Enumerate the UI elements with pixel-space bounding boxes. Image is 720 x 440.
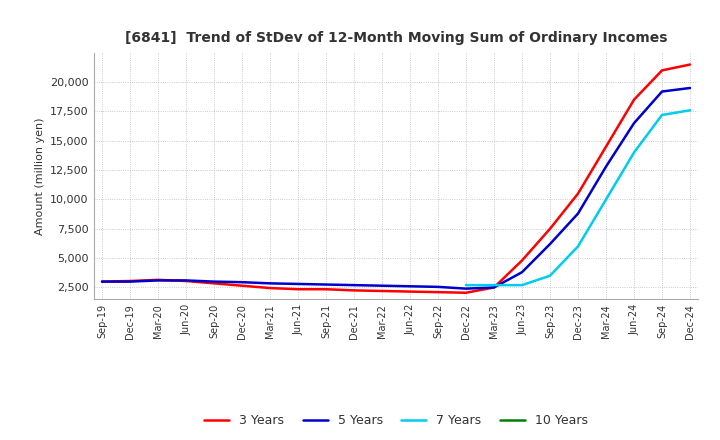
3 Years <box>153 277 162 282</box>
3 Years <box>181 279 190 284</box>
5 Years <box>574 211 582 216</box>
3 Years <box>322 286 330 292</box>
3 Years <box>518 258 526 263</box>
5 Years <box>630 121 639 126</box>
7 Years <box>685 108 694 113</box>
7 Years <box>546 273 554 279</box>
5 Years <box>405 284 414 289</box>
5 Years <box>657 89 666 94</box>
5 Years <box>98 279 107 284</box>
Title: [6841]  Trend of StDev of 12-Month Moving Sum of Ordinary Incomes: [6841] Trend of StDev of 12-Month Moving… <box>125 31 667 45</box>
3 Years <box>378 288 387 293</box>
5 Years <box>266 281 274 286</box>
5 Years <box>153 278 162 283</box>
5 Years <box>462 286 470 291</box>
3 Years <box>546 226 554 231</box>
3 Years <box>602 144 611 149</box>
5 Years <box>378 283 387 288</box>
3 Years <box>210 281 218 286</box>
3 Years <box>490 285 498 290</box>
3 Years <box>98 279 107 284</box>
3 Years <box>266 286 274 291</box>
5 Years <box>546 242 554 247</box>
5 Years <box>350 282 359 288</box>
3 Years <box>433 290 442 295</box>
3 Years <box>462 290 470 295</box>
Line: 7 Years: 7 Years <box>466 110 690 285</box>
Y-axis label: Amount (million yen): Amount (million yen) <box>35 117 45 235</box>
3 Years <box>294 286 302 292</box>
7 Years <box>518 282 526 288</box>
3 Years <box>350 288 359 293</box>
Legend: 3 Years, 5 Years, 7 Years, 10 Years: 3 Years, 5 Years, 7 Years, 10 Years <box>199 409 593 432</box>
5 Years <box>294 281 302 286</box>
7 Years <box>490 282 498 288</box>
5 Years <box>210 279 218 284</box>
3 Years <box>574 191 582 196</box>
7 Years <box>630 150 639 155</box>
5 Years <box>490 285 498 290</box>
5 Years <box>126 279 135 284</box>
7 Years <box>574 244 582 249</box>
3 Years <box>685 62 694 67</box>
3 Years <box>630 97 639 103</box>
5 Years <box>238 279 246 285</box>
3 Years <box>405 289 414 294</box>
5 Years <box>602 164 611 169</box>
7 Years <box>657 112 666 117</box>
3 Years <box>657 68 666 73</box>
7 Years <box>602 197 611 202</box>
5 Years <box>685 85 694 91</box>
Line: 3 Years: 3 Years <box>102 65 690 293</box>
3 Years <box>238 283 246 288</box>
7 Years <box>462 282 470 288</box>
5 Years <box>433 284 442 290</box>
5 Years <box>181 278 190 283</box>
5 Years <box>518 270 526 275</box>
Line: 5 Years: 5 Years <box>102 88 690 289</box>
5 Years <box>322 282 330 287</box>
3 Years <box>126 279 135 284</box>
